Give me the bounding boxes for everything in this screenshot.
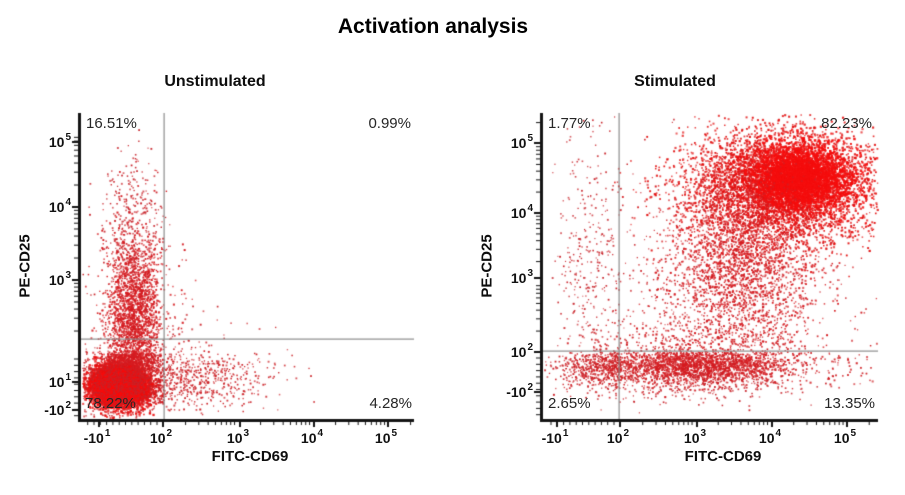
x-tick-label: 102 (606, 428, 630, 446)
quadrant-pct-bottom-left: 2.65% (548, 395, 591, 412)
y-tick-label: 105 (48, 132, 71, 150)
y-tick-label: 104 (510, 203, 533, 221)
x-tick-label: 103 (683, 428, 707, 446)
y-tick-label: 103 (48, 270, 71, 288)
y-tick-label: 103 (510, 268, 533, 286)
y-tick-label: 105 (510, 133, 533, 151)
x-tick-label: 105 (374, 428, 398, 446)
quadrant-pct-bottom-right: 4.28% (369, 395, 412, 412)
y-axis-label: PE-CD25 (478, 234, 496, 298)
y-axis-label: PE-CD25 (16, 234, 34, 298)
figure-title: Activation analysis (337, 15, 529, 38)
x-axis-label: FITC-CD69 (684, 448, 762, 465)
quadrant-pct-bottom-left: 78.22% (85, 395, 136, 412)
x-tick-label: 105 (833, 428, 857, 446)
x-axis-label: FITC-CD69 (211, 448, 289, 465)
y-tick-label: -102 (506, 382, 533, 400)
y-tick-label: 101 (48, 372, 71, 390)
x-tick-label: -101 (83, 428, 111, 446)
x-tick-label: 104 (300, 428, 324, 446)
y-tick-label: -102 (44, 400, 71, 418)
y-tick-label: 102 (510, 342, 533, 360)
x-tick-label: -101 (541, 428, 569, 446)
x-tick-label: 103 (226, 428, 250, 446)
plot-title-unstimulated: Unstimulated (164, 73, 266, 90)
quadrant-pct-top-right: 82.23% (821, 115, 872, 132)
quadrant-pct-top-left: 1.77% (548, 115, 591, 132)
quadrant-pct-top-right: 0.99% (368, 115, 411, 132)
quadrant-pct-top-left: 16.51% (86, 115, 137, 132)
x-tick-label: 102 (149, 428, 173, 446)
y-tick-label: 104 (48, 197, 71, 215)
quadrant-pct-bottom-right: 13.35% (824, 395, 875, 412)
x-tick-label: 104 (758, 428, 782, 446)
plot-title-stimulated: Stimulated (634, 73, 716, 90)
